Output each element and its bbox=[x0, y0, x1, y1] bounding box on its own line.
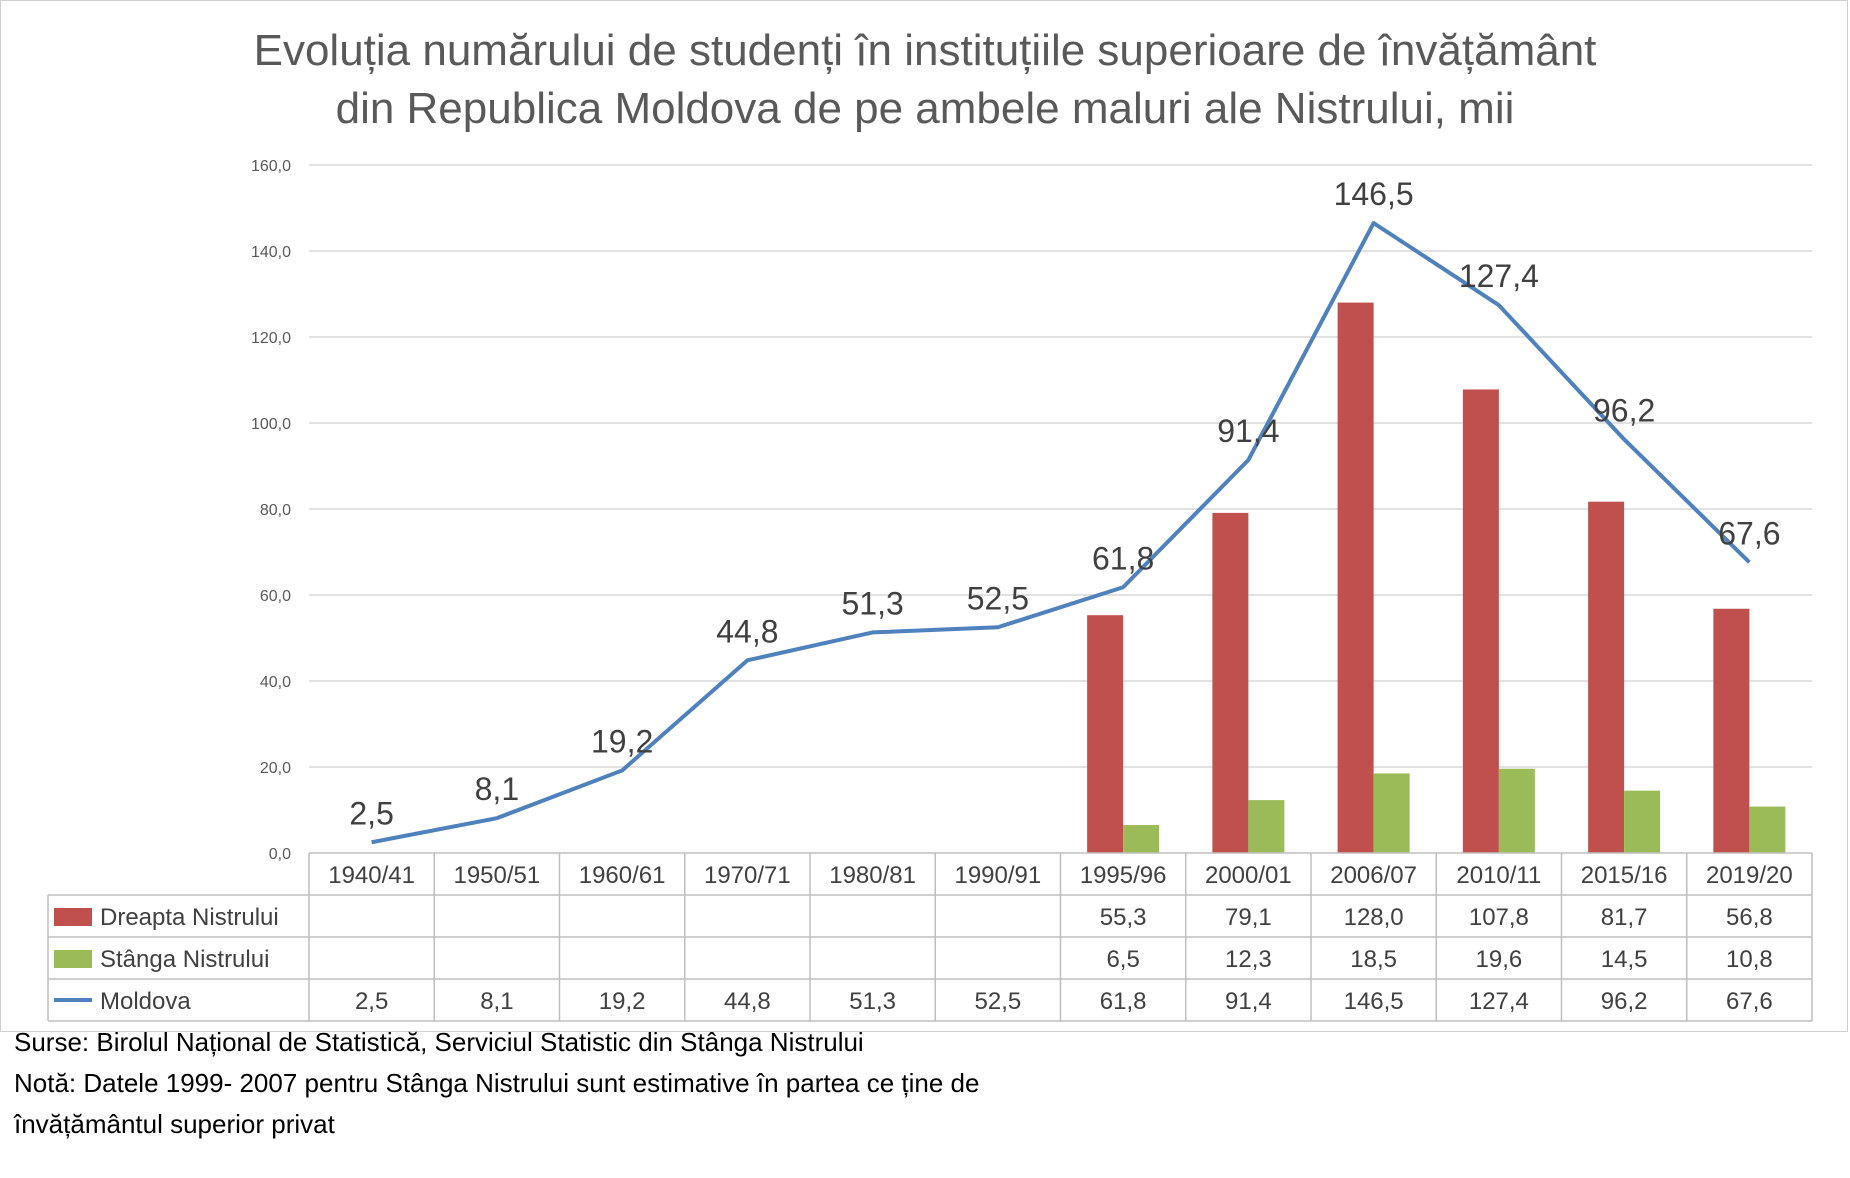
chart-title-line-1: Evoluția numărului de studenți în instit… bbox=[253, 26, 1597, 75]
x-category-label: 2006/07 bbox=[1330, 862, 1417, 889]
table-cell-moldova: 51,3 bbox=[849, 988, 896, 1015]
data-label-moldova: 51,3 bbox=[841, 585, 903, 621]
table-cell-dreapta: 81,7 bbox=[1601, 904, 1648, 931]
table-cell-moldova: 146,5 bbox=[1344, 988, 1404, 1015]
data-label-moldova: 61,8 bbox=[1092, 540, 1154, 576]
table-cell-dreapta: 55,3 bbox=[1100, 904, 1147, 931]
table-cell-moldova: 96,2 bbox=[1601, 988, 1648, 1015]
data-label-moldova: 67,6 bbox=[1718, 515, 1780, 551]
data-label-moldova: 8,1 bbox=[475, 771, 519, 807]
footnotes: Surse: Birolul Național de Statistică, S… bbox=[14, 1022, 979, 1145]
line-layer bbox=[371, 221, 1751, 845]
legend-label-stanga: Stânga Nistrului bbox=[100, 946, 269, 973]
x-category-label: 1960/61 bbox=[579, 862, 666, 889]
y-tick-label: 80,0 bbox=[260, 502, 291, 519]
y-tick-label: 140,0 bbox=[251, 244, 291, 261]
bar-dreapta bbox=[1087, 615, 1124, 853]
chart-title-line-2: din Republica Moldova de pe ambele malur… bbox=[335, 84, 1515, 133]
table-cell-moldova: 67,6 bbox=[1726, 988, 1773, 1015]
x-category-label: 1980/81 bbox=[829, 862, 916, 889]
chart-plot: 0,020,040,060,080,0100,0120,0140,0160,0 … bbox=[47, 158, 1813, 1022]
x-category-label: 1970/71 bbox=[704, 862, 791, 889]
data-label-moldova: 127,4 bbox=[1459, 258, 1539, 294]
chart-frame bbox=[0, 0, 1848, 1032]
bar-dreapta bbox=[1212, 512, 1249, 853]
x-category-label: 1940/41 bbox=[328, 862, 415, 889]
table-cell-dreapta: 107,8 bbox=[1469, 904, 1529, 931]
data-label-moldova: 19,2 bbox=[591, 723, 653, 759]
legend-label-dreapta: Dreapta Nistrului bbox=[100, 904, 279, 931]
table-cell-stanga: 10,8 bbox=[1726, 946, 1773, 973]
table-cell-stanga: 19,6 bbox=[1476, 946, 1523, 973]
x-category-label: 2000/01 bbox=[1205, 862, 1292, 889]
y-tick-label: 40,0 bbox=[260, 674, 291, 691]
x-category-label: 2015/16 bbox=[1581, 862, 1668, 889]
bar-dreapta bbox=[1588, 501, 1625, 853]
legend-key-stanga bbox=[54, 950, 92, 968]
bar-stanga bbox=[1498, 768, 1535, 853]
table-cell-stanga: 18,5 bbox=[1350, 946, 1397, 973]
table-cell-dreapta: 128,0 bbox=[1344, 904, 1404, 931]
y-tick-label: 0,0 bbox=[269, 846, 291, 863]
bar-layer bbox=[1087, 302, 1786, 854]
table-cell-stanga: 14,5 bbox=[1601, 946, 1648, 973]
bar-dreapta bbox=[1337, 302, 1374, 854]
bar-stanga bbox=[1373, 773, 1410, 853]
table-cell-moldova: 52,5 bbox=[975, 988, 1022, 1015]
data-note-line-2: învățământul superior privat bbox=[14, 1109, 335, 1139]
y-tick-label: 100,0 bbox=[251, 416, 291, 433]
bar-stanga bbox=[1123, 825, 1160, 853]
x-category-label: 1990/91 bbox=[954, 862, 1041, 889]
table-cell-moldova: 19,2 bbox=[599, 988, 646, 1015]
data-label-moldova: 44,8 bbox=[716, 613, 778, 649]
x-category-label: 2010/11 bbox=[1456, 862, 1541, 889]
table-cell-stanga: 6,5 bbox=[1106, 946, 1139, 973]
x-category-label: 1950/51 bbox=[453, 862, 540, 889]
data-label-moldova: 91,4 bbox=[1217, 413, 1279, 449]
y-tick-label: 120,0 bbox=[251, 330, 291, 347]
bar-stanga bbox=[1248, 800, 1285, 853]
bar-stanga bbox=[1749, 806, 1786, 853]
label-layer: 2,5 8,1 19,2 44,8 51,3 52,5 61,8 91,4 146,5 127,4… bbox=[349, 176, 1780, 831]
table-cell-moldova: 2,5 bbox=[355, 988, 388, 1015]
data-table: 1940/41 1950/51 1960/61 1970/71 1980/81 1990/… bbox=[47, 852, 1813, 1022]
bar-dreapta bbox=[1713, 608, 1750, 853]
data-label-moldova: 52,5 bbox=[967, 580, 1029, 616]
source-note: Surse: Birolul Național de Statistică, S… bbox=[14, 1027, 864, 1057]
legend-key-dreapta bbox=[54, 908, 92, 926]
data-label-moldova: 2,5 bbox=[349, 795, 393, 831]
data-label-moldova: 96,2 bbox=[1593, 392, 1655, 428]
legend-label-moldova: Moldova bbox=[100, 988, 191, 1015]
table-cell-moldova: 61,8 bbox=[1100, 988, 1147, 1015]
y-tick-label: 20,0 bbox=[260, 760, 291, 777]
data-label-moldova: 146,5 bbox=[1334, 176, 1414, 212]
bar-stanga bbox=[1624, 790, 1661, 853]
table-cell-dreapta: 79,1 bbox=[1225, 904, 1272, 931]
bar-dreapta bbox=[1462, 389, 1499, 853]
chart-title: Evoluția numărului de studenți în instit… bbox=[0, 22, 1850, 138]
table-cell-dreapta: 56,8 bbox=[1726, 904, 1773, 931]
x-category-label: 2019/20 bbox=[1706, 862, 1793, 889]
data-note-line-1: Notă: Datele 1999- 2007 pentru Stânga Ni… bbox=[14, 1068, 980, 1098]
y-tick-label: 160,0 bbox=[251, 158, 291, 175]
x-category-label: 1995/96 bbox=[1080, 862, 1167, 889]
table-cell-moldova: 127,4 bbox=[1469, 988, 1529, 1015]
table-cell-stanga: 12,3 bbox=[1225, 946, 1272, 973]
grid-layer: 0,0 20,0 40,0 60,0 80,0 100,0 120,0 140,0 160,0 bbox=[251, 158, 1812, 863]
table-cell-moldova: 44,8 bbox=[724, 988, 771, 1015]
series-line-moldova bbox=[371, 221, 1751, 845]
y-tick-label: 60,0 bbox=[260, 588, 291, 605]
table-cell-moldova: 8,1 bbox=[480, 988, 513, 1015]
table-cell-moldova: 91,4 bbox=[1225, 988, 1272, 1015]
